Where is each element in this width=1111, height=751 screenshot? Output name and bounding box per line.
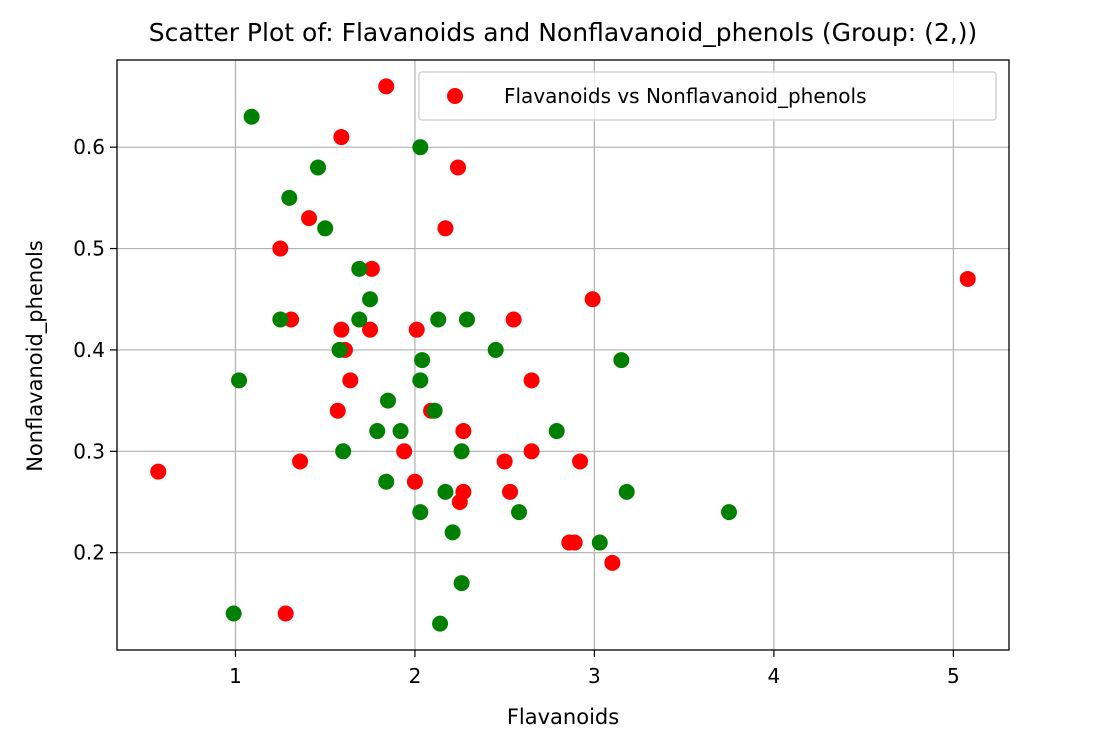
- legend-marker: [447, 88, 463, 104]
- y-tick-label: 0.5: [73, 237, 105, 261]
- data-point: [231, 372, 248, 389]
- data-point: [301, 210, 318, 227]
- data-point: [342, 372, 359, 389]
- data-point: [392, 423, 409, 440]
- x-tick-label: 2: [409, 664, 422, 688]
- y-tick-label: 0.3: [73, 439, 105, 463]
- data-point: [351, 311, 368, 328]
- data-point: [335, 443, 352, 460]
- data-point: [451, 493, 468, 510]
- data-point: [362, 291, 379, 308]
- data-points: [150, 78, 976, 632]
- x-tick-label: 4: [768, 664, 781, 688]
- data-point: [453, 443, 470, 460]
- y-axis-label: Nonflavanoid_phenols: [23, 240, 48, 472]
- data-point: [502, 483, 519, 500]
- x-axis-label: Flavanoids: [507, 705, 619, 729]
- data-point: [959, 270, 976, 287]
- data-point: [437, 220, 454, 237]
- x-tick-label: 5: [947, 664, 960, 688]
- x-tick-label: 3: [588, 664, 601, 688]
- data-point: [455, 423, 472, 440]
- data-point: [292, 453, 309, 470]
- y-tick-label: 0.2: [73, 541, 105, 565]
- data-point: [310, 159, 327, 176]
- y-tick-label: 0.4: [73, 338, 105, 362]
- data-point: [363, 260, 380, 277]
- data-point: [378, 78, 395, 95]
- data-point: [243, 108, 260, 125]
- data-point: [444, 524, 461, 541]
- data-point: [331, 341, 348, 358]
- data-point: [450, 159, 467, 176]
- data-point: [272, 240, 289, 257]
- data-point: [496, 453, 513, 470]
- data-point: [430, 311, 447, 328]
- data-point: [566, 534, 583, 551]
- data-point: [604, 554, 621, 571]
- x-tick-label: 1: [229, 664, 242, 688]
- data-point: [408, 321, 425, 338]
- data-point: [333, 129, 350, 146]
- legend-box: [418, 71, 997, 121]
- plot-area-frame: [116, 59, 1010, 651]
- data-point: [369, 423, 386, 440]
- data-point: [412, 372, 429, 389]
- data-point: [458, 311, 475, 328]
- data-point: [412, 139, 429, 156]
- data-point: [412, 504, 429, 521]
- data-point: [432, 615, 449, 632]
- grid: [117, 60, 1009, 650]
- data-point: [333, 321, 350, 338]
- data-point: [511, 504, 528, 521]
- data-point: [453, 575, 470, 592]
- data-point: [426, 402, 443, 419]
- data-point: [329, 402, 346, 419]
- legend: Flavanoids vs Nonflavanoid_phenols: [418, 71, 997, 121]
- data-point: [317, 220, 334, 237]
- data-point: [351, 260, 368, 277]
- data-point: [613, 352, 630, 369]
- data-point: [618, 483, 635, 500]
- data-point: [396, 443, 413, 460]
- data-point: [591, 534, 608, 551]
- chart-title: Scatter Plot of: Flavanoids and Nonflava…: [149, 18, 977, 47]
- data-point: [487, 341, 504, 358]
- data-point: [721, 504, 738, 521]
- data-point: [523, 443, 540, 460]
- data-point: [225, 605, 242, 622]
- data-point: [362, 321, 379, 338]
- data-point: [380, 392, 397, 409]
- data-point: [437, 483, 454, 500]
- data-point: [572, 453, 589, 470]
- data-point: [272, 311, 289, 328]
- data-point: [523, 372, 540, 389]
- data-point: [406, 473, 423, 490]
- data-point: [378, 473, 395, 490]
- data-point: [277, 605, 294, 622]
- data-point: [414, 352, 431, 369]
- data-point: [505, 311, 522, 328]
- axis-ticks: 1 2 3 4 5 0.2 0.3 0.4 0.5 0.6: [73, 135, 960, 688]
- legend-label: Flavanoids vs Nonflavanoid_phenols: [504, 84, 867, 108]
- data-point: [548, 423, 565, 440]
- data-point: [584, 291, 601, 308]
- y-tick-label: 0.6: [73, 135, 105, 159]
- data-point: [150, 463, 167, 480]
- data-point: [281, 189, 298, 206]
